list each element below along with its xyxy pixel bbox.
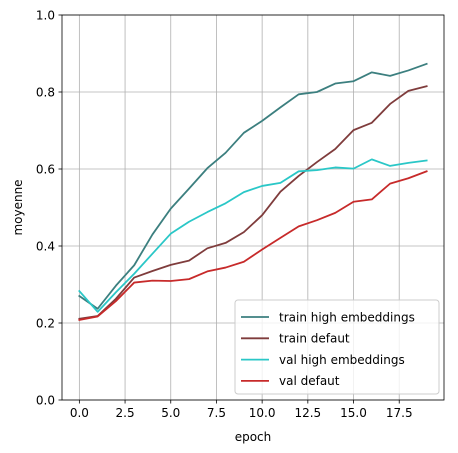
y-tick-label: 0.8 — [36, 85, 55, 99]
x-tick-label: 15.0 — [340, 406, 367, 420]
axis-ticks: 0.0 2.5 5.0 7.5 10.0 12.5 15.0 17.5 0.0 0.2 0.4 0.6… — [36, 8, 413, 420]
y-tick-label: 1.0 — [36, 8, 55, 22]
x-tick-label: 10.0 — [249, 406, 276, 420]
legend-label: val defaut — [279, 374, 340, 388]
series-line-4 — [78, 170, 428, 321]
y-tick-label: 0.4 — [36, 239, 55, 253]
axes-frame — [61, 14, 445, 401]
y-tick-label: 0.0 — [36, 393, 55, 407]
series-line-1 — [78, 62, 428, 310]
x-tick-label: 0.0 — [70, 406, 89, 420]
y-axis-label: moyenne — [11, 179, 25, 235]
legend-items: train high embeddings train defaut val hig… — [241, 310, 415, 388]
legend-box — [234, 299, 440, 395]
series-line-3 — [78, 158, 428, 313]
legend-label: val high embeddings — [279, 353, 405, 367]
x-tick-label: 2.5 — [116, 406, 135, 420]
x-tick-label: 17.5 — [386, 406, 413, 420]
x-axis-label: epoch — [235, 430, 272, 444]
x-tick-label: 12.5 — [294, 406, 321, 420]
series-lines — [78, 62, 428, 321]
x-tick-label: 7.5 — [207, 406, 226, 420]
legend-label: train defaut — [279, 332, 350, 346]
legend: train high embeddings train defaut val hig… — [234, 299, 440, 395]
legend-label: train high embeddings — [279, 310, 415, 324]
series-line-2 — [78, 85, 428, 320]
y-tick-label: 0.6 — [36, 162, 55, 176]
y-tick-label: 0.2 — [36, 316, 55, 330]
x-tick-label: 5.0 — [161, 406, 180, 420]
